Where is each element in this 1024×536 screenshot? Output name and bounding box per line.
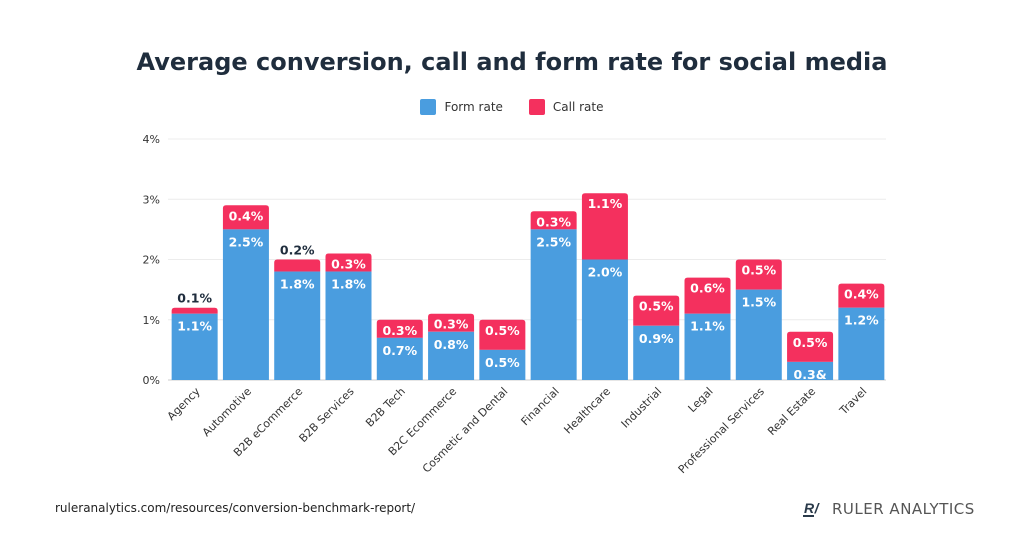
x-tick-label: Cosmetic and Dental bbox=[420, 385, 511, 476]
bar-form-rate bbox=[581, 259, 628, 380]
data-label-call: 0.1% bbox=[177, 291, 212, 306]
legend-swatch bbox=[420, 99, 437, 115]
bar-chart: 0% 1% 2% 3% 4% 1.1% 0.1% Agency 2.5% 0.4% Automoti… bbox=[143, 133, 886, 476]
legend-label: Call rate bbox=[552, 100, 604, 114]
y-tick-label: 0% bbox=[143, 374, 160, 387]
data-label-call: 0.4% bbox=[229, 208, 264, 223]
legend-item-form-rate: Form rate bbox=[420, 99, 503, 115]
bar-form-rate bbox=[530, 229, 577, 380]
y-tick-label: 4% bbox=[143, 133, 160, 146]
legend-item-call-rate: Call rate bbox=[528, 99, 604, 115]
bar-call-rate bbox=[274, 259, 321, 272]
legend: Form rate Call rate bbox=[0, 99, 1024, 115]
bar-call-rate bbox=[581, 193, 628, 260]
bar-call-rate bbox=[684, 277, 731, 314]
x-tick-label: Healthcare bbox=[561, 385, 613, 437]
bar-form-rate bbox=[838, 307, 885, 380]
data-label-call: 0.3% bbox=[536, 214, 571, 229]
bar-call-rate bbox=[633, 295, 680, 326]
data-label-form: 2.5% bbox=[536, 234, 571, 249]
data-label-form: 1.8% bbox=[331, 277, 366, 292]
bar-call-rate bbox=[479, 319, 526, 350]
x-tick-label: Legal bbox=[686, 385, 716, 415]
bar-form-rate bbox=[376, 337, 423, 380]
ruler-logo-icon: R/ bbox=[803, 500, 821, 517]
data-label-form: 0.3& bbox=[794, 367, 827, 382]
bar-form-rate bbox=[787, 361, 834, 380]
data-label-call: 0.3% bbox=[331, 256, 366, 271]
y-tick-label: 1% bbox=[143, 314, 160, 327]
data-label-form: 1.2% bbox=[844, 313, 879, 328]
data-label-form: 0.7% bbox=[382, 343, 417, 358]
chart-title: Average conversion, call and form rate f… bbox=[136, 48, 888, 76]
bar-call-rate bbox=[325, 253, 372, 272]
bar-form-rate bbox=[325, 271, 372, 380]
legend-label: Form rate bbox=[444, 100, 503, 114]
bar-form-rate bbox=[735, 289, 782, 380]
bar-form-rate bbox=[684, 313, 731, 380]
data-label-call: 0.3% bbox=[382, 323, 417, 338]
data-label-form: 1.1% bbox=[690, 319, 725, 334]
bar-call-rate bbox=[171, 307, 218, 314]
source-url: ruleranalytics.com/resources/conversion-… bbox=[55, 501, 416, 515]
data-label-call: 0.5% bbox=[639, 299, 674, 314]
data-label-form: 2.0% bbox=[588, 265, 623, 280]
data-label-form: 1.5% bbox=[741, 295, 776, 310]
data-label-call: 0.2% bbox=[280, 243, 315, 258]
svg-text:R/: R/ bbox=[804, 500, 821, 516]
bar-form-rate bbox=[171, 313, 218, 380]
data-label-call: 0.5% bbox=[793, 335, 828, 350]
x-tick-label: Financial bbox=[519, 385, 562, 428]
y-tick-label: 2% bbox=[143, 254, 160, 267]
data-label-call: 0.5% bbox=[485, 323, 520, 338]
bar-form-rate bbox=[274, 271, 321, 380]
x-tick-label: Automotive bbox=[200, 385, 254, 439]
bar-form-rate bbox=[222, 229, 269, 380]
x-tick-label: Professional Services bbox=[676, 385, 767, 476]
x-tick-label: Industrial bbox=[619, 385, 665, 431]
x-tick-label: Agency bbox=[165, 385, 203, 423]
bar-form-rate bbox=[479, 349, 526, 380]
bar-form-rate bbox=[428, 331, 475, 380]
bar-call-rate bbox=[530, 211, 577, 230]
data-label-form: 2.5% bbox=[229, 234, 264, 249]
brand-name: RULER ANALYTICS bbox=[832, 500, 975, 518]
bar-call-rate bbox=[735, 259, 782, 290]
bar-call-rate bbox=[787, 331, 834, 362]
x-tick-label: Real Estate bbox=[765, 385, 818, 438]
bar-call-rate bbox=[376, 319, 423, 338]
x-tick-label: Travel bbox=[836, 385, 869, 418]
bar-call-rate bbox=[838, 283, 885, 308]
bar-call-rate bbox=[428, 313, 475, 332]
data-label-form: 0.8% bbox=[434, 337, 469, 352]
legend-swatch bbox=[528, 99, 545, 115]
x-tick-label: B2B Services bbox=[297, 385, 357, 445]
x-tick-label: B2B Tech bbox=[363, 385, 408, 430]
data-label-call: 0.4% bbox=[844, 287, 879, 302]
data-label-call: 0.6% bbox=[690, 281, 725, 296]
data-label-form: 0.5% bbox=[485, 355, 520, 370]
data-label-form: 1.8% bbox=[280, 277, 315, 292]
brand-logo: R/ RULER ANALYTICS bbox=[802, 500, 975, 518]
bar-form-rate bbox=[633, 325, 680, 380]
data-label-form: 0.9% bbox=[639, 331, 674, 346]
data-label-call: 0.3% bbox=[434, 317, 469, 332]
y-tick-label: 3% bbox=[143, 193, 160, 206]
data-label-call: 0.5% bbox=[741, 263, 776, 278]
data-label-call: 1.1% bbox=[588, 196, 623, 211]
bar-call-rate bbox=[222, 205, 269, 230]
data-label-form: 1.1% bbox=[177, 319, 212, 334]
